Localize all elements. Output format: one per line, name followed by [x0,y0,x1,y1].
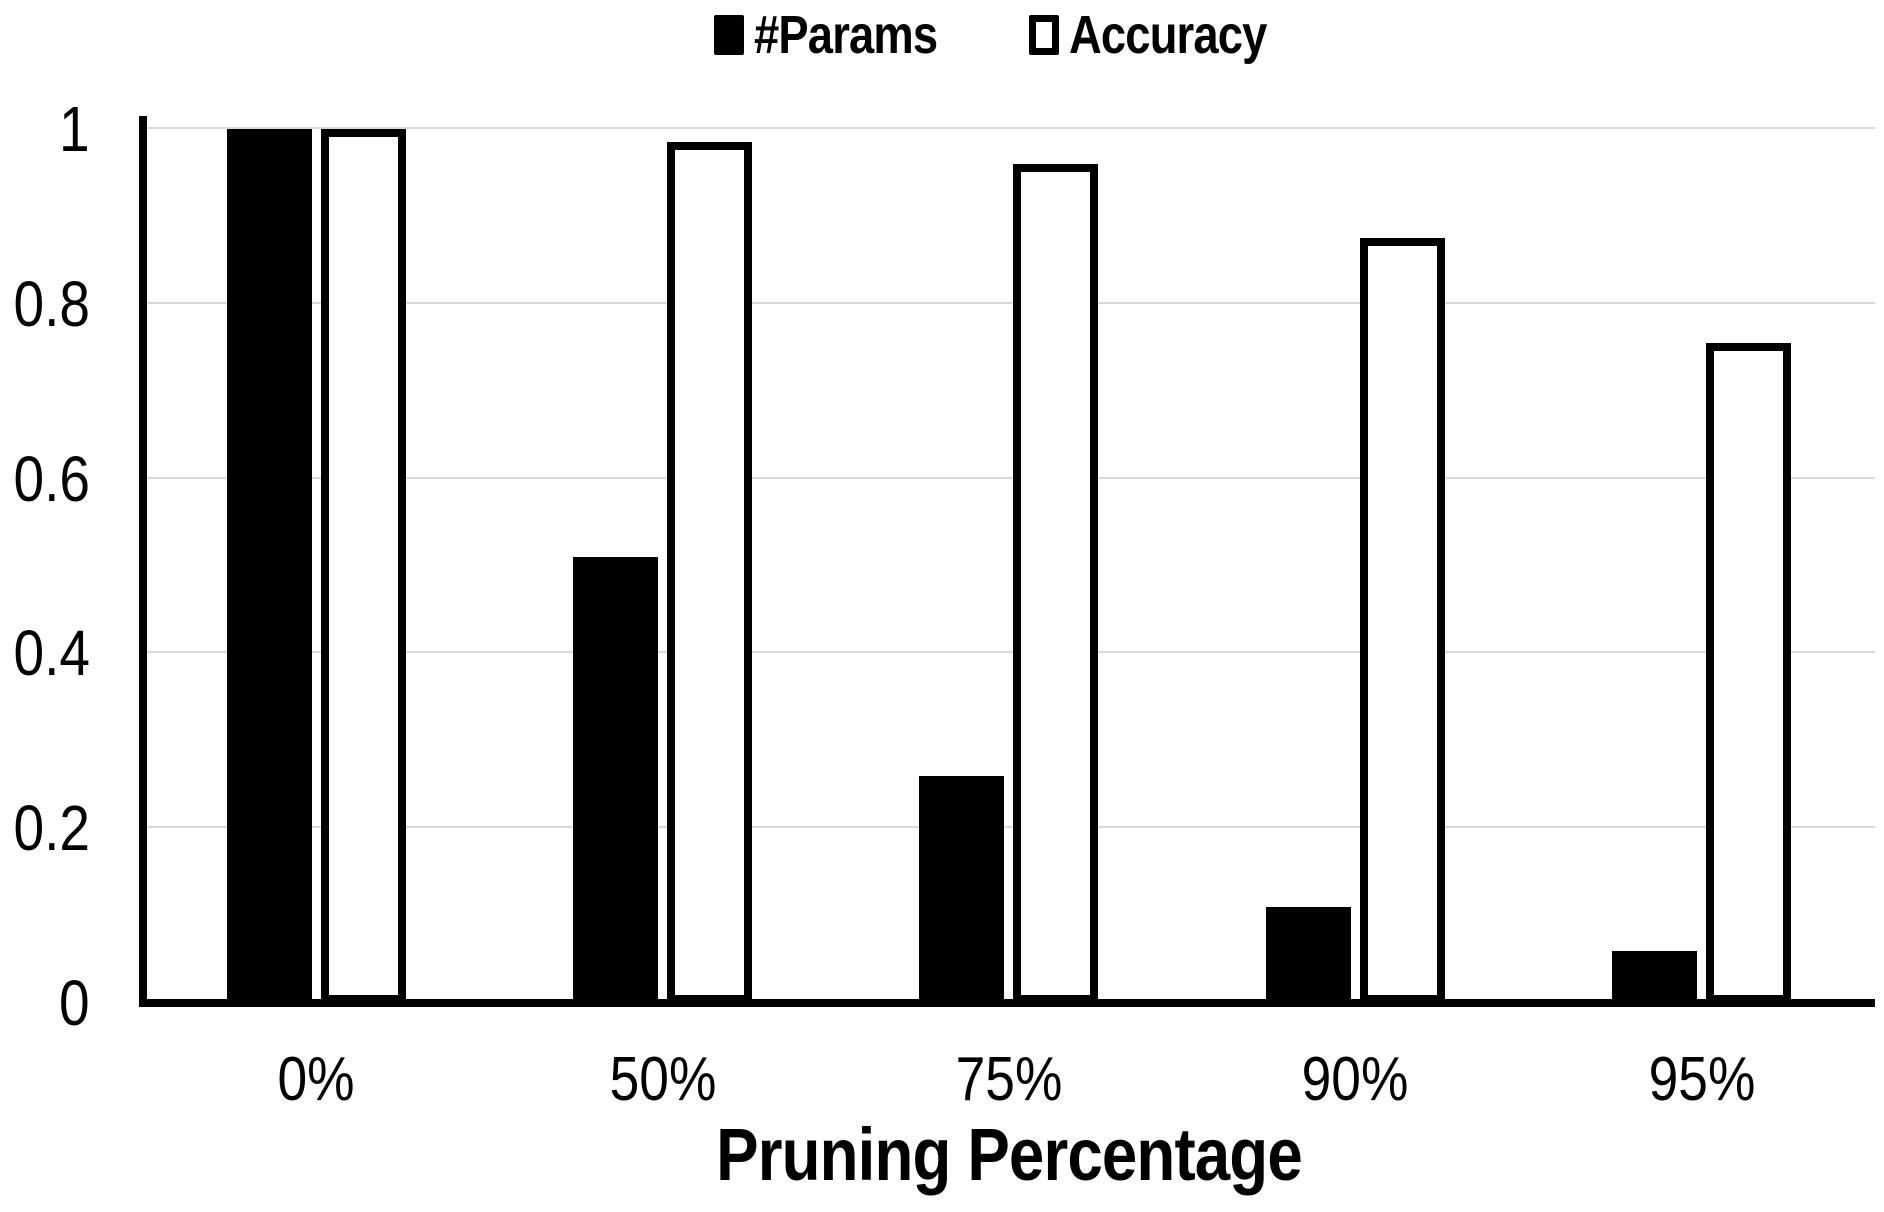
y-tick-label-0.6: 0.6 [13,442,90,515]
bar-Accuracy-95% [1706,343,1792,1003]
legend-filled-swatch-icon [714,15,745,55]
y-tick-label-0: 0 [59,967,90,1039]
legend-item-Params: #Params [714,8,972,62]
x-tick-label-0%: 0% [277,1045,355,1114]
x-tick-label-95%: 95% [1648,1045,1756,1114]
chart-legend: #Params Accuracy [143,4,1875,66]
x-axis-title-text: Pruning Percentage [716,1113,1303,1196]
y-tick-label-0.2: 0.2 [13,792,90,865]
y-tick-label-0.8: 0.8 [13,267,90,340]
x-axis-title: Pruning Percentage [668,1118,1349,1192]
bar-Params-75% [919,775,1005,1003]
y-tick-label-0.4: 0.4 [13,617,90,690]
bar-group-50% [489,129,835,1003]
x-tick-label-75%: 75% [955,1045,1063,1114]
bar-Params-95% [1612,950,1698,1003]
legend-outlined-swatch-icon [1028,15,1059,55]
gridline-y-0.8 [143,301,1875,304]
bar-Accuracy-75% [1013,163,1099,1003]
bar-group-90% [1182,129,1528,1003]
gridline-y-0.2 [143,826,1875,829]
gridline-y-1 [143,127,1875,129]
y-tick-label-1: 1 [59,93,90,165]
legend-label: Accuracy [1068,5,1267,65]
x-tick-label-50%: 50% [609,1045,716,1114]
plot-area: 0 0.2 0.4 0.6 0.8 1 0% 50% 75% 90% 95% [13,97,1875,1111]
bar-Params-0% [226,129,312,1003]
legend-item-Accuracy: Accuracy [1028,5,1304,65]
bar-Accuracy-0% [320,129,406,1003]
legend-label: #Params [754,5,938,65]
bar-group-75% [836,129,1182,1003]
y-axis-line [139,116,147,1007]
bar-Params-90% [1265,906,1351,1003]
x-axis-line [139,999,1875,1007]
x-tick-label-90%: 90% [1302,1045,1409,1114]
bar-Accuracy-50% [667,142,753,1003]
gridline-y-0.6 [143,476,1875,479]
bar-group-95% [1529,129,1875,1003]
bar-Params-50% [573,557,659,1003]
bar-group-0% [143,129,489,1003]
gridline-y-0.4 [143,651,1875,654]
bar-Accuracy-90% [1359,238,1445,1003]
